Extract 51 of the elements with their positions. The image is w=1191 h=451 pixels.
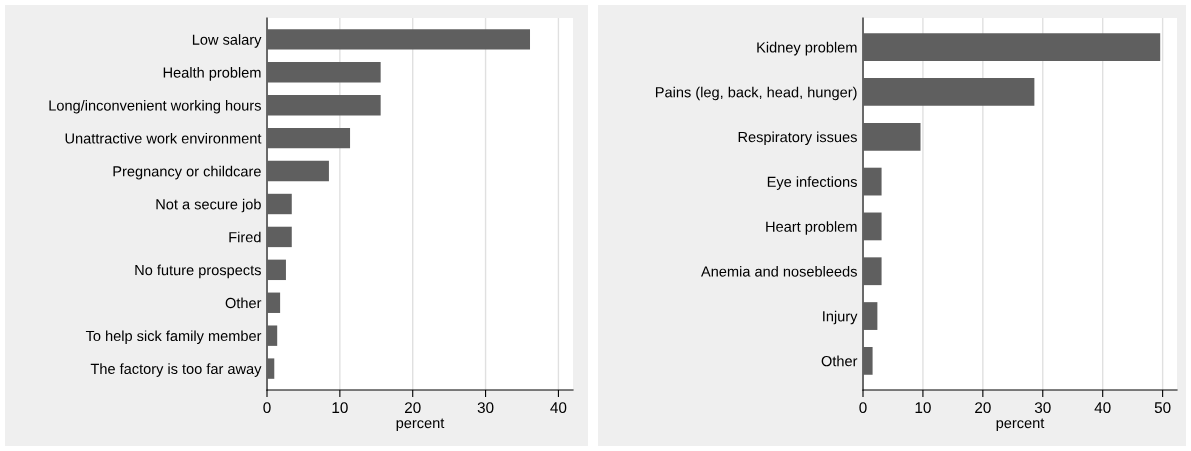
x-tick-label: 50 <box>1154 402 1171 414</box>
bar <box>863 346 873 375</box>
bar <box>267 325 278 346</box>
y-tick-label: Health problem <box>163 67 261 81</box>
y-tick-label: No future prospects <box>135 264 261 279</box>
y-tick-label: Pains (leg, back, head, hunger) <box>655 86 857 101</box>
bar <box>267 160 329 182</box>
x-tick-label: 30 <box>477 402 494 414</box>
x-tick-label: 0 <box>859 402 867 414</box>
y-tick-label: Anemia and nosebleeds <box>701 265 857 277</box>
y-tick-label: Unattractive work environment <box>65 132 262 144</box>
bar <box>267 127 351 149</box>
y-tick-label: Respiratory issues <box>738 131 857 146</box>
x-tick-label: 0 <box>263 402 271 414</box>
x-axis-title: percent <box>396 418 445 432</box>
y-tick-label: Not a secure job <box>156 198 261 213</box>
bar <box>267 259 286 281</box>
y-tick-label: Kidney problem <box>757 41 857 56</box>
bar <box>863 212 882 241</box>
x-tick-label: 30 <box>1034 402 1051 414</box>
bar <box>863 122 921 151</box>
y-tick-label: Heart problem <box>766 221 857 235</box>
bar <box>267 358 275 379</box>
y-tick-label: Fired <box>229 231 261 243</box>
bar <box>863 78 1035 106</box>
x-tick-label: 40 <box>1094 402 1111 414</box>
x-tick-label: 20 <box>975 402 991 414</box>
x-tick-label: 40 <box>550 402 567 414</box>
bar <box>267 95 381 116</box>
bar <box>863 257 882 286</box>
x-tick-label: 20 <box>404 402 421 414</box>
bar <box>267 29 531 50</box>
y-tick-label: The factory is too far away <box>90 363 262 377</box>
bar <box>863 302 878 330</box>
y-tick-label: Low salary <box>192 34 262 48</box>
y-tick-label: Other <box>821 355 858 367</box>
y-tick-label: Long/inconvenient working hours <box>49 99 261 114</box>
y-tick-label: Pregnancy or childcare <box>113 165 261 180</box>
bar <box>863 167 882 196</box>
bar <box>267 193 292 215</box>
x-axis-title: percent <box>996 418 1045 432</box>
bar <box>267 62 381 83</box>
y-tick-label: Injury <box>823 310 858 325</box>
bar <box>267 292 281 313</box>
x-tick-label: 10 <box>915 402 931 414</box>
y-tick-label: Eye infections <box>767 176 857 190</box>
x-tick-label: 10 <box>332 402 348 414</box>
bar <box>863 33 1161 62</box>
y-tick-label: To help sick family member <box>85 330 262 344</box>
bar <box>267 226 292 248</box>
y-tick-label: Other <box>225 297 262 309</box>
